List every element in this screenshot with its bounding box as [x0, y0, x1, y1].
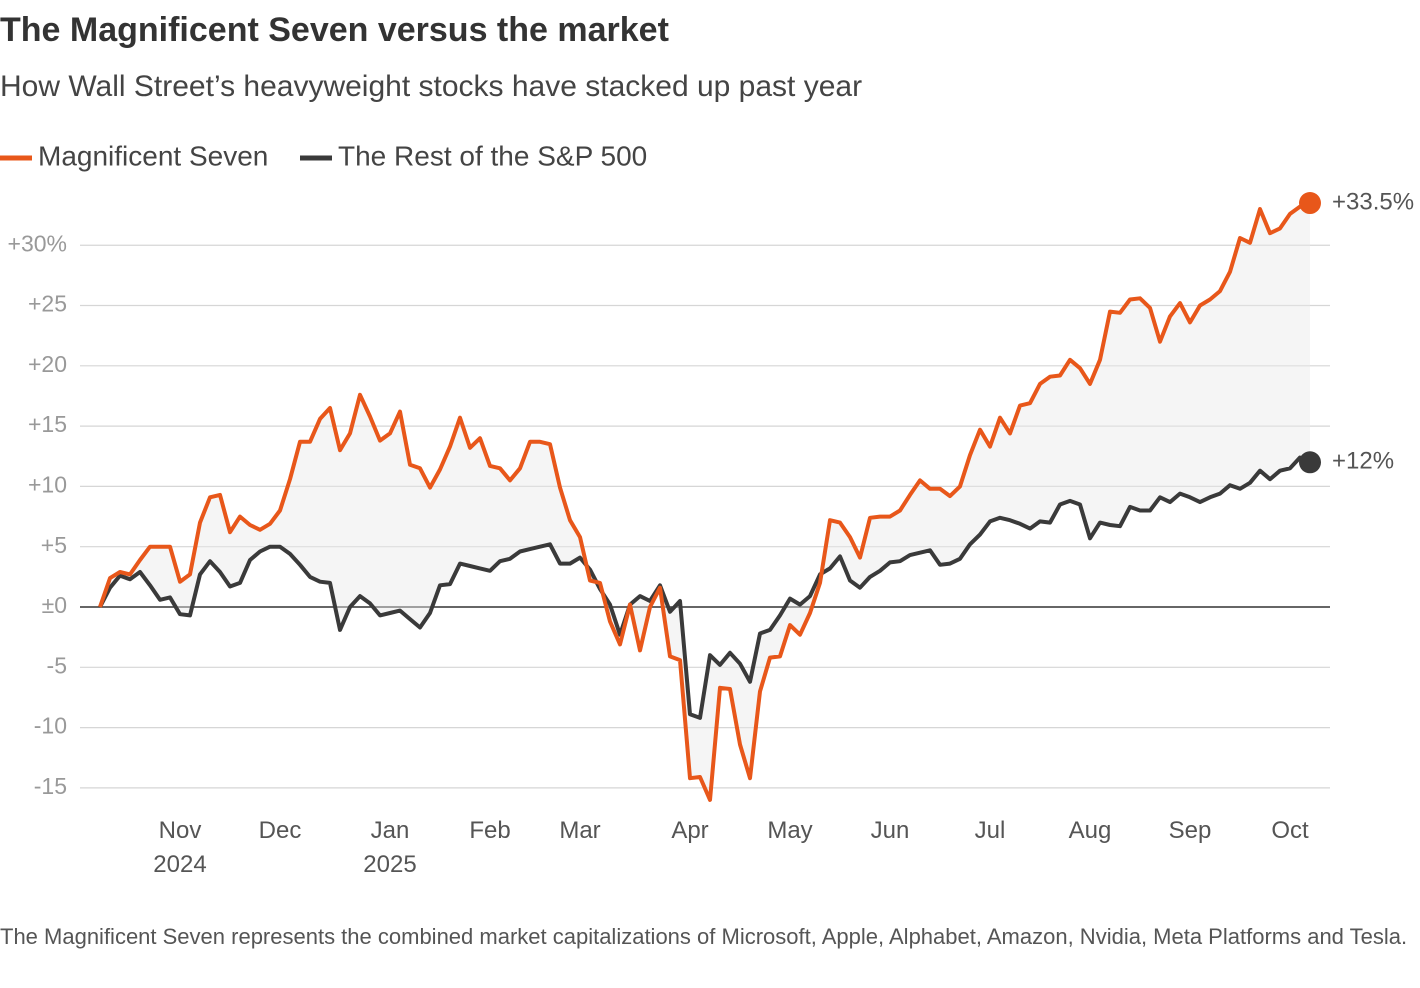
- y-tick-label: +20: [28, 351, 67, 377]
- y-tick-label: -5: [47, 652, 67, 678]
- x-tick-label: Jan 2025: [363, 817, 417, 878]
- series-line: [98, 201, 1311, 802]
- x-tick-label: Oct: [1271, 817, 1309, 844]
- y-tick-label: -10: [34, 713, 67, 739]
- y-tick-label: ±0: [42, 592, 67, 618]
- end-label: +12%: [1332, 448, 1394, 475]
- y-tick-label: +15: [28, 411, 67, 437]
- y-tick-label: -15: [34, 773, 67, 799]
- footnote: The Magnificent Seven represents the com…: [0, 924, 1408, 949]
- x-tick-label: Feb: [469, 817, 511, 844]
- y-tick-label: +5: [41, 532, 67, 558]
- series-line: [98, 455, 1311, 720]
- end-label: +33.5%: [1332, 188, 1414, 215]
- y-tick-label: +10: [28, 471, 67, 497]
- x-tick-label: Jun: [870, 817, 910, 844]
- x-tick-label: Jul: [974, 817, 1006, 844]
- legend-label: The Rest of the S&P 500: [338, 140, 647, 171]
- end-dot: [1299, 192, 1321, 215]
- y-tick-label: +25: [28, 291, 67, 317]
- x-tick-label: May: [767, 817, 813, 844]
- y-tick-label: +30%: [8, 230, 67, 256]
- chart: The Magnificent Seven versus the market …: [0, 11, 1414, 802]
- x-tick-label: Nov 2024: [153, 817, 207, 878]
- end-dot: [1299, 451, 1321, 474]
- x-tick-label: Apr: [671, 817, 709, 844]
- chart-title: The Magnificent Seven versus the market: [0, 11, 669, 49]
- x-tick-label: Sep: [1168, 817, 1212, 844]
- legend-label: Magnificent Seven: [38, 140, 268, 171]
- chart-subtitle: How Wall Street’s heavyweight stocks hav…: [0, 70, 862, 103]
- x-tick-label: Mar: [559, 817, 601, 844]
- x-tick-label: Aug: [1068, 817, 1112, 844]
- x-tick-label: Dec: [258, 817, 302, 844]
